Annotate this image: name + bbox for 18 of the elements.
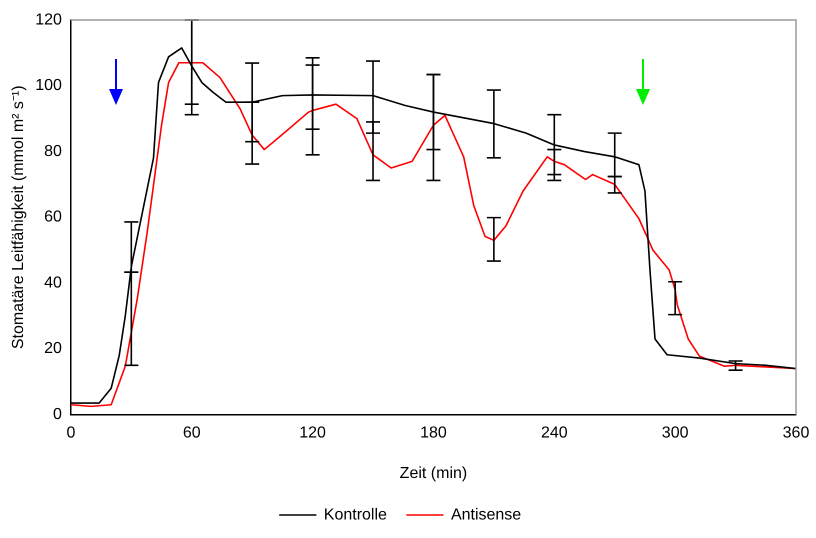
x-tick-label: 120 [299, 424, 326, 442]
y-tick-label: 0 [52, 406, 62, 424]
y-tick-label: 60 [44, 208, 62, 226]
x-tick-label: 0 [66, 424, 76, 442]
x-tick-label: 240 [540, 424, 568, 442]
legend-label: Kontrolle [324, 506, 388, 524]
y-tick-label: 40 [44, 274, 62, 292]
x-tick-label: 180 [420, 424, 447, 442]
y-tick-label: 80 [44, 142, 62, 160]
x-tick-label: 360 [782, 424, 810, 442]
y-tick-label: 100 [35, 77, 62, 94]
x-tick-label: 60 [182, 424, 201, 442]
legend-label: Antisense [450, 506, 522, 524]
x-tick-label: 300 [662, 424, 689, 442]
y-axis-title: Stomatäre Leitfähigkeit (mmol m² s⁻¹) [10, 85, 28, 350]
x-axis-title: Zeit (min) [400, 464, 468, 482]
y-tick-label: 120 [35, 11, 62, 28]
y-tick-label: 20 [44, 340, 62, 358]
